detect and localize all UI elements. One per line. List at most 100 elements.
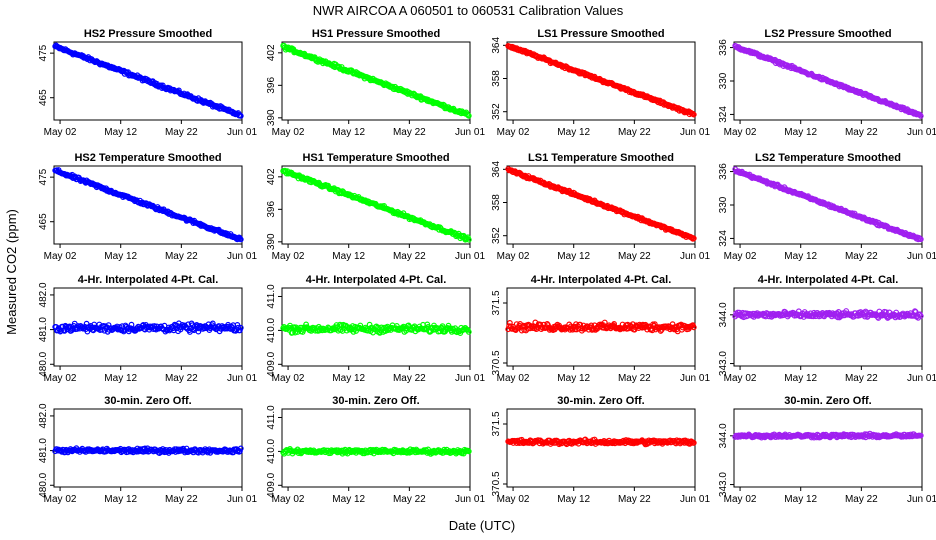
panel-ls1-0: LS1 Pressure Smoothed May 02 May 12 May 22 J… (491, 28, 710, 138)
x-tick-label: May 02 (724, 251, 757, 262)
data-point (237, 445, 244, 452)
panel-ls2-0: LS2 Pressure Smoothed May 02 May 12 May 22 J… (718, 28, 936, 138)
data-point (577, 321, 584, 328)
y-tick-label: 465 (38, 213, 49, 230)
x-tick-label: May 22 (165, 494, 198, 505)
y-tick-label: 480.0 (38, 472, 49, 497)
x-tick-label: May 22 (393, 373, 426, 384)
y-tick-label: 344.0 (718, 423, 729, 448)
data-points (280, 446, 472, 457)
panel-title: 4-Hr. Interpolated 4-Pt. Cal. (306, 274, 447, 286)
panel-title: 30-min. Zero Off. (104, 395, 191, 407)
panel-title: LS2 Pressure Smoothed (764, 28, 891, 40)
x-tick-label: May 02 (272, 494, 305, 505)
y-tick-label: 390 (266, 233, 277, 250)
x-tick-label: May 12 (784, 251, 817, 262)
x-tick-label: May 22 (393, 494, 426, 505)
y-tick-label: 352 (491, 227, 502, 244)
figure-title: NWR AIRCOA A 060501 to 060531 Calibratio… (313, 3, 624, 18)
x-tick-label: May 12 (332, 127, 365, 138)
x-tick-label: May 12 (557, 127, 590, 138)
data-points (505, 319, 697, 335)
data-point (690, 235, 697, 242)
x-tick-label: May 22 (165, 127, 198, 138)
y-tick-label: 396 (266, 201, 277, 218)
y-tick-label: 481.0 (38, 438, 49, 463)
panel-ls1-3: 30-min. Zero Off. May 02 May 12 May 22 Jun 0… (491, 395, 710, 505)
data-point (234, 322, 241, 328)
plot-frame (506, 41, 696, 121)
x-tick-label: Jun 01 (455, 127, 485, 138)
y-tick-label: 410.0 (266, 438, 277, 463)
x-tick-label: Jun 01 (455, 373, 485, 384)
data-point (690, 324, 697, 331)
y-tick-label: 481.0 (38, 317, 49, 342)
data-point (690, 110, 696, 117)
x-tick-label: Jun 01 (907, 494, 936, 505)
y-tick-label: 371.5 (491, 290, 502, 315)
data-point (237, 112, 244, 119)
x-tick-label: Jun 01 (455, 494, 485, 505)
y-tick-label: 330 (718, 196, 729, 213)
data-points (52, 42, 244, 119)
y-tick-label: 410.0 (266, 317, 277, 342)
data-points (505, 436, 697, 448)
x-tick-label: Jun 01 (907, 373, 936, 384)
data-point (236, 448, 243, 455)
y-tick-label: 475 (38, 168, 49, 185)
x-tick-label: May 22 (618, 127, 651, 138)
panel-grid: HS2 Pressure Smoothed May 02 May 12 May 22 J… (38, 28, 936, 505)
x-tick-label: May 12 (104, 373, 137, 384)
x-tick-label: May 12 (332, 251, 365, 262)
y-tick-label: 390 (266, 109, 277, 126)
x-tick-label: May 22 (845, 494, 878, 505)
y-tick-label: 396 (266, 77, 277, 94)
x-tick-label: May 22 (393, 251, 426, 262)
panel-ls2-3: 30-min. Zero Off. May 02 May 12 May 22 Jun 0… (718, 395, 936, 505)
x-tick-label: May 22 (165, 373, 198, 384)
data-point (465, 448, 472, 455)
data-point (424, 321, 431, 328)
y-tick-label: 370.5 (491, 471, 502, 496)
x-tick-label: May 12 (104, 127, 137, 138)
panel-title: 30-min. Zero Off. (557, 395, 644, 407)
panel-ls2-2: 4-Hr. Interpolated 4-Pt. Cal. May 02 May 1… (718, 274, 936, 384)
panel-title: LS1 Pressure Smoothed (537, 28, 664, 40)
panel-title: LS1 Temperature Smoothed (528, 152, 674, 164)
y-tick-label: 352 (491, 103, 502, 120)
x-tick-label: May 22 (618, 373, 651, 384)
plot-frame (281, 165, 471, 245)
panel-title: HS2 Pressure Smoothed (84, 28, 212, 40)
y-tick-label: 343.0 (718, 472, 729, 497)
data-point (917, 432, 924, 439)
x-tick-label: Jun 01 (680, 127, 710, 138)
plot-frame (506, 408, 696, 488)
panel-hs1-0: HS1 Pressure Smoothed May 02 May 12 May 22 J… (266, 28, 485, 138)
data-points (505, 43, 697, 118)
y-tick-label: 402 (266, 44, 277, 61)
panel-hs1-1: HS1 Temperature Smoothed May 02 May 12 May … (266, 152, 485, 262)
data-point (439, 323, 446, 330)
panel-title: HS2 Temperature Smoothed (74, 152, 221, 164)
y-tick-label: 371.5 (491, 411, 502, 436)
x-tick-label: Jun 01 (680, 251, 710, 262)
data-point (465, 112, 472, 119)
x-tick-label: Jun 01 (227, 373, 257, 384)
panel-ls1-2: 4-Hr. Interpolated 4-Pt. Cal. May 02 May 1… (491, 274, 710, 384)
y-tick-label: 482.0 (38, 282, 49, 307)
x-tick-label: May 12 (784, 127, 817, 138)
x-tick-label: May 02 (724, 373, 757, 384)
x-tick-label: May 02 (497, 373, 530, 384)
plot-frame (53, 41, 243, 121)
x-tick-label: May 12 (104, 251, 137, 262)
y-tick-label: 330 (718, 72, 729, 89)
x-tick-label: Jun 01 (227, 251, 257, 262)
y-tick-label: 475 (38, 44, 49, 61)
data-points (280, 321, 472, 337)
y-tick-label: 411.0 (266, 405, 277, 430)
panel-title: 30-min. Zero Off. (784, 395, 871, 407)
data-point (195, 328, 202, 335)
x-tick-label: May 02 (272, 373, 305, 384)
x-tick-label: May 02 (44, 373, 77, 384)
x-tick-label: May 02 (497, 127, 530, 138)
